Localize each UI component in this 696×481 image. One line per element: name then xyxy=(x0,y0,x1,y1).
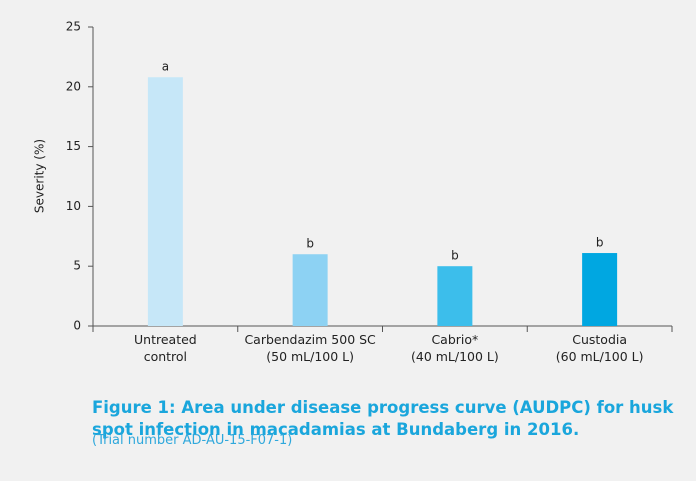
x-tick-label: Carbendazim 500 SC (50 mL/100 L) xyxy=(244,332,376,364)
y-tick-label: 25 xyxy=(66,20,81,34)
caption: Figure 1: Area under disease progress cu… xyxy=(92,398,674,439)
x-tick-label: Untreated control xyxy=(134,332,197,364)
y-axis-label: Severity (%) xyxy=(33,139,47,213)
significance-label: a xyxy=(162,60,169,74)
x-tick-label: Custodia (60 mL/100 L) xyxy=(555,332,644,364)
y-tick-label: 10 xyxy=(66,199,81,213)
bar xyxy=(147,77,183,327)
x-tick-label: Cabrio* (40 mL/100 L) xyxy=(410,332,499,364)
significance-label: b xyxy=(596,236,604,250)
bar xyxy=(437,266,473,326)
y-tick-label: 15 xyxy=(66,139,81,153)
significance-label: b xyxy=(451,249,459,263)
bar xyxy=(292,254,328,326)
y-tick-label: 20 xyxy=(66,79,81,93)
y-tick-label: 5 xyxy=(73,259,81,273)
y-tick-label: 0 xyxy=(73,319,81,333)
note: (Trial number AD-AU-15-F07-1) xyxy=(92,433,293,448)
significance-label: b xyxy=(306,237,314,251)
bar xyxy=(582,253,618,326)
